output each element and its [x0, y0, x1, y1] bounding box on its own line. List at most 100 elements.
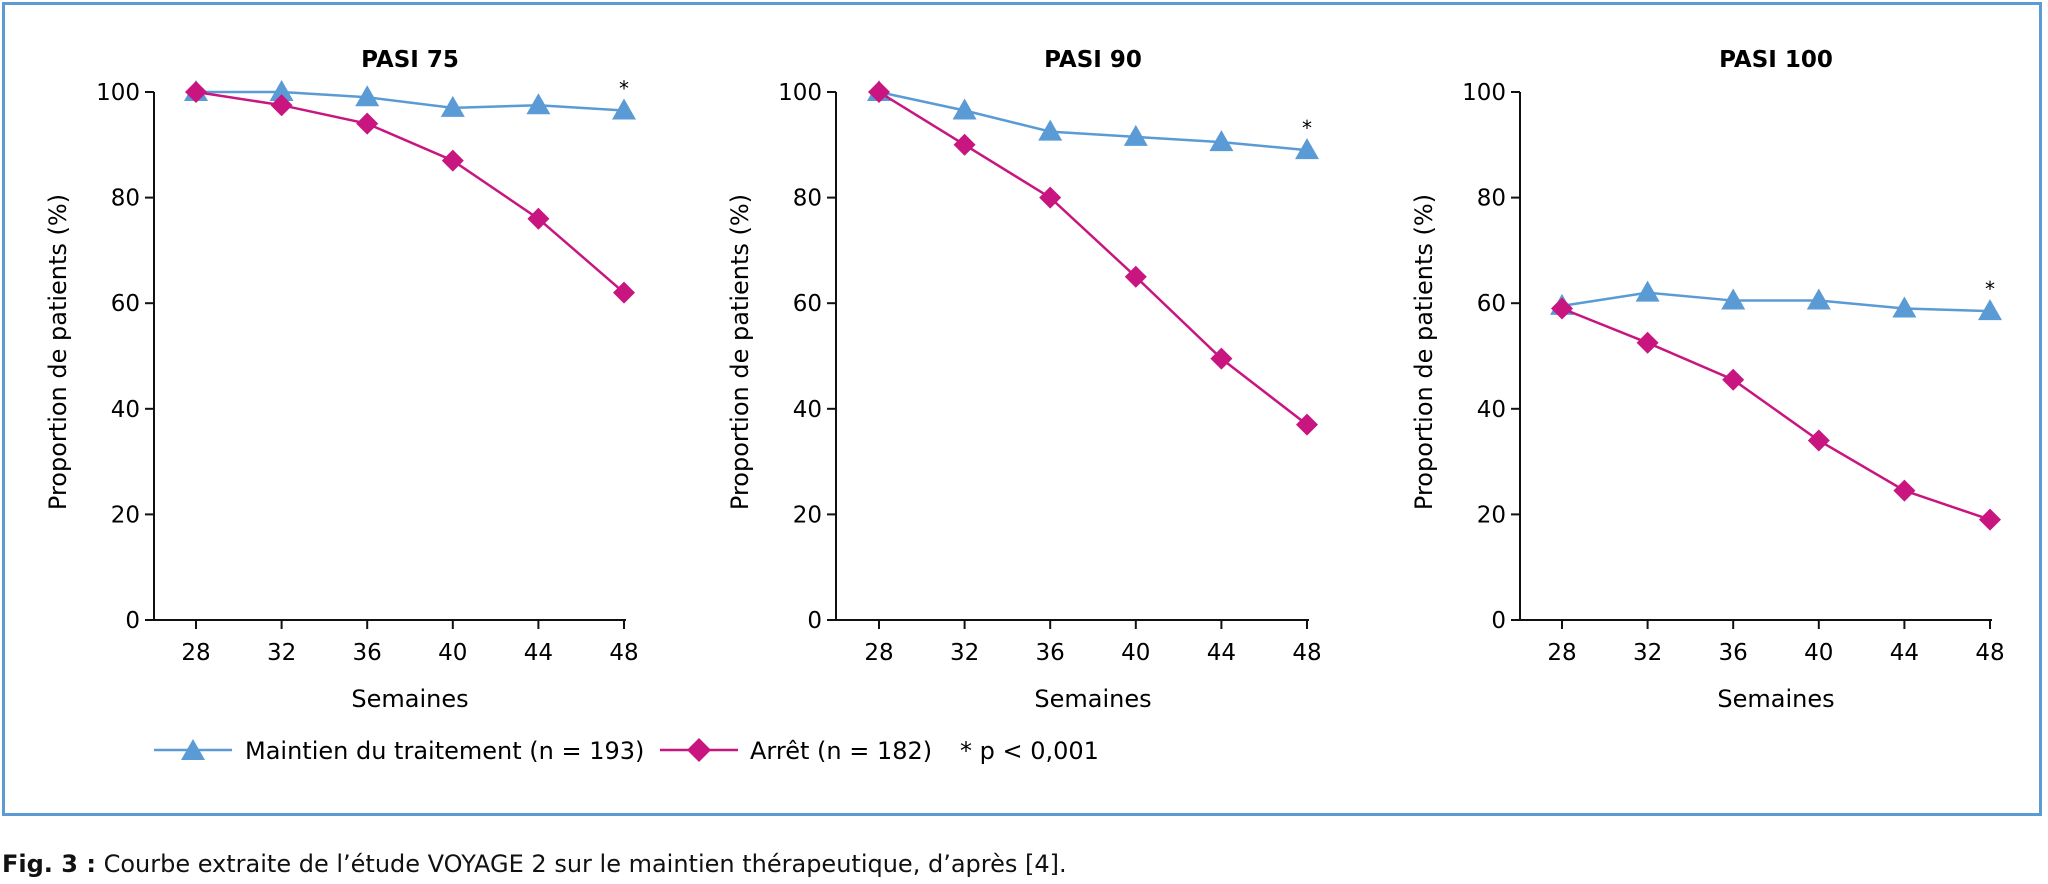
arret-data-point	[441, 149, 464, 172]
y-tick-label: 60	[1477, 291, 1506, 317]
x-tick-label: 28	[864, 640, 893, 666]
arret-data-point	[1296, 413, 1318, 436]
maintien-data-point	[526, 93, 551, 115]
x-tick-label: 40	[1804, 640, 1833, 666]
x-tick-label: 40	[438, 640, 467, 666]
arret-data-point	[1551, 297, 1573, 320]
y-tick-label: 40	[793, 397, 822, 423]
x-tick-label: 36	[1036, 640, 1065, 666]
maintien-data-point	[355, 85, 380, 107]
x-tick-label: 28	[181, 640, 210, 666]
y-tick-label: 40	[1477, 397, 1506, 423]
arret-data-point	[1893, 479, 1916, 502]
arret-data-point	[185, 81, 207, 103]
y-axis-label: Proportion de patients (%)	[726, 194, 754, 510]
maintien-data-point	[1123, 124, 1148, 146]
chart-panel-1: 0 20 40 60 80 100 28 32 36 40 44 48 PASI 75 Semaines P…	[44, 47, 639, 713]
chart-panel-3: 0 20 40 60 80 100 28 32 36 40 44 48 PASI 100 Semaines…	[1410, 47, 2005, 713]
chart-title: PASI 75	[361, 47, 459, 73]
y-tick-label: 20	[793, 502, 822, 528]
arret-data-point	[613, 281, 635, 304]
legend: Maintien du traitement (n = 193) Arrêt (…	[154, 737, 1099, 765]
arret-data-point	[953, 133, 976, 156]
x-tick-label: 32	[1633, 640, 1662, 666]
y-tick-label: 60	[111, 291, 140, 317]
y-tick-label: 0	[125, 608, 140, 634]
y-tick-label: 40	[111, 397, 140, 423]
x-tick-label: 48	[1975, 640, 2004, 666]
y-tick-label: 80	[111, 186, 140, 212]
x-tick-label: 40	[1121, 640, 1150, 666]
arret-series-line	[1561, 307, 1991, 521]
x-tick-label: 32	[267, 640, 296, 666]
arret-data-point	[1979, 508, 2001, 531]
maintien-data-point	[1038, 119, 1063, 141]
arret-data-point	[527, 207, 550, 230]
y-tick-label: 20	[111, 502, 140, 528]
y-tick-label: 0	[1491, 608, 1506, 634]
legend-significance-note: * p < 0,001	[960, 737, 1099, 765]
maintien-data-point	[612, 98, 636, 120]
charts-svg: 0 20 40 60 80 100 28 32 36 40 44 48 PASI 75 Semaines P…	[44, 47, 2005, 765]
y-tick-label: 100	[96, 80, 140, 106]
arret-data-point	[1807, 429, 1830, 452]
maintien-data-point	[1892, 296, 1917, 318]
x-tick-label: 48	[1292, 640, 1321, 666]
maintien-series-line	[1561, 291, 1991, 313]
figure-caption: Fig. 3 : Courbe extraite de l’étude VOYA…	[2, 850, 1067, 878]
legend-maintien-marker	[181, 739, 205, 760]
x-tick-label: 28	[1547, 640, 1576, 666]
y-tick-label: 20	[1477, 502, 1506, 528]
arret-data-point	[1124, 265, 1147, 288]
arret-data-point	[270, 94, 293, 117]
maintien-data-point	[952, 98, 977, 120]
arret-series-line	[878, 90, 1308, 426]
x-axis-label: Semaines	[1034, 685, 1151, 713]
legend-arret-marker	[687, 738, 711, 762]
y-tick-label: 100	[1462, 80, 1506, 106]
arret-data-point	[868, 81, 890, 103]
x-tick-label: 32	[950, 640, 979, 666]
chart-title: PASI 90	[1044, 47, 1142, 73]
arret-data-point	[1210, 347, 1233, 370]
x-tick-label: 36	[353, 640, 382, 666]
x-tick-label: 44	[1207, 640, 1236, 666]
significance-star: *	[1985, 277, 1995, 301]
caption-text: Courbe extraite de l’étude VOYAGE 2 sur …	[95, 850, 1067, 878]
maintien-data-point	[1635, 280, 1660, 302]
x-axis-label: Semaines	[1717, 685, 1834, 713]
maintien-data-point	[1295, 138, 1319, 160]
maintien-data-point	[440, 95, 465, 117]
figure-frame	[2, 2, 2042, 816]
y-tick-label: 0	[807, 608, 822, 634]
y-tick-label: 60	[793, 291, 822, 317]
legend-arret-label: Arrêt (n = 182)	[750, 737, 932, 765]
x-tick-label: 44	[1890, 640, 1919, 666]
arret-series-line	[195, 90, 625, 294]
y-axis-label: Proportion de patients (%)	[44, 194, 72, 510]
y-axis-label: Proportion de patients (%)	[1410, 194, 1438, 510]
x-tick-label: 36	[1719, 640, 1748, 666]
x-tick-label: 48	[609, 640, 638, 666]
y-tick-label: 80	[1477, 186, 1506, 212]
significance-star: *	[1302, 116, 1312, 140]
maintien-data-point	[1721, 288, 1746, 310]
chart-title: PASI 100	[1719, 47, 1833, 73]
y-tick-label: 80	[793, 186, 822, 212]
significance-star: *	[619, 76, 629, 100]
chart-panel-2: 0 20 40 60 80 100 28 32 36 40 44 48 PASI 90 Semaines P…	[726, 47, 1322, 713]
x-tick-label: 44	[524, 640, 553, 666]
y-tick-label: 100	[778, 80, 822, 106]
arret-data-point	[1722, 368, 1745, 391]
maintien-series-line	[878, 90, 1308, 152]
maintien-data-point	[1978, 299, 2002, 321]
arret-data-point	[1039, 186, 1062, 209]
caption-label: Fig. 3 :	[2, 850, 96, 878]
maintien-data-point	[269, 80, 294, 101]
x-axis-label: Semaines	[351, 685, 468, 713]
maintien-series-line	[196, 90, 625, 112]
arret-data-point	[356, 112, 379, 135]
maintien-data-point	[1806, 288, 1831, 310]
legend-maintien-label: Maintien du traitement (n = 193)	[245, 737, 644, 765]
maintien-data-point	[1209, 130, 1234, 152]
